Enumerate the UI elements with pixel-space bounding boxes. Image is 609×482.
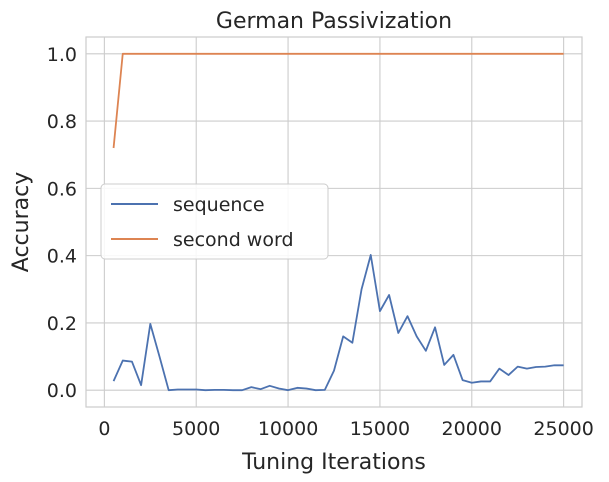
- legend: sequence second word: [100, 183, 329, 260]
- x-tick-label: 15000: [350, 418, 410, 440]
- x-tick-label: 25000: [533, 418, 593, 440]
- x-tick-label: 20000: [442, 418, 502, 440]
- legend-box: [100, 183, 329, 260]
- plot-border: [85, 36, 583, 408]
- x-axis-label: Tuning Iterations: [241, 450, 426, 475]
- x-tick-label: 10000: [258, 418, 318, 440]
- series-lines: [112, 52, 564, 392]
- y-axis-ticks: 0.0 0.2 0.4 0.6 0.8 1.0: [47, 44, 77, 402]
- y-tick-label: 0.0: [47, 380, 77, 402]
- y-axis-label: Accuracy: [9, 172, 34, 272]
- legend-label: second word: [173, 229, 294, 251]
- x-axis-ticks: 0 5000 10000 15000 20000 25000: [98, 418, 594, 440]
- series-line-sequence: [112, 254, 564, 392]
- x-tick-label: 5000: [172, 418, 220, 440]
- legend-label: sequence: [173, 194, 265, 216]
- y-tick-label: 1.0: [47, 44, 77, 66]
- y-tick-label: 0.4: [47, 246, 77, 268]
- y-tick-label: 0.6: [47, 178, 77, 200]
- x-tick-label: 0: [98, 418, 110, 440]
- chart-title: German Passivization: [216, 9, 452, 34]
- plot-frame: [85, 36, 583, 408]
- series-line-second-word: [112, 52, 564, 149]
- y-tick-label: 0.8: [47, 111, 77, 133]
- y-tick-label: 0.2: [47, 313, 77, 335]
